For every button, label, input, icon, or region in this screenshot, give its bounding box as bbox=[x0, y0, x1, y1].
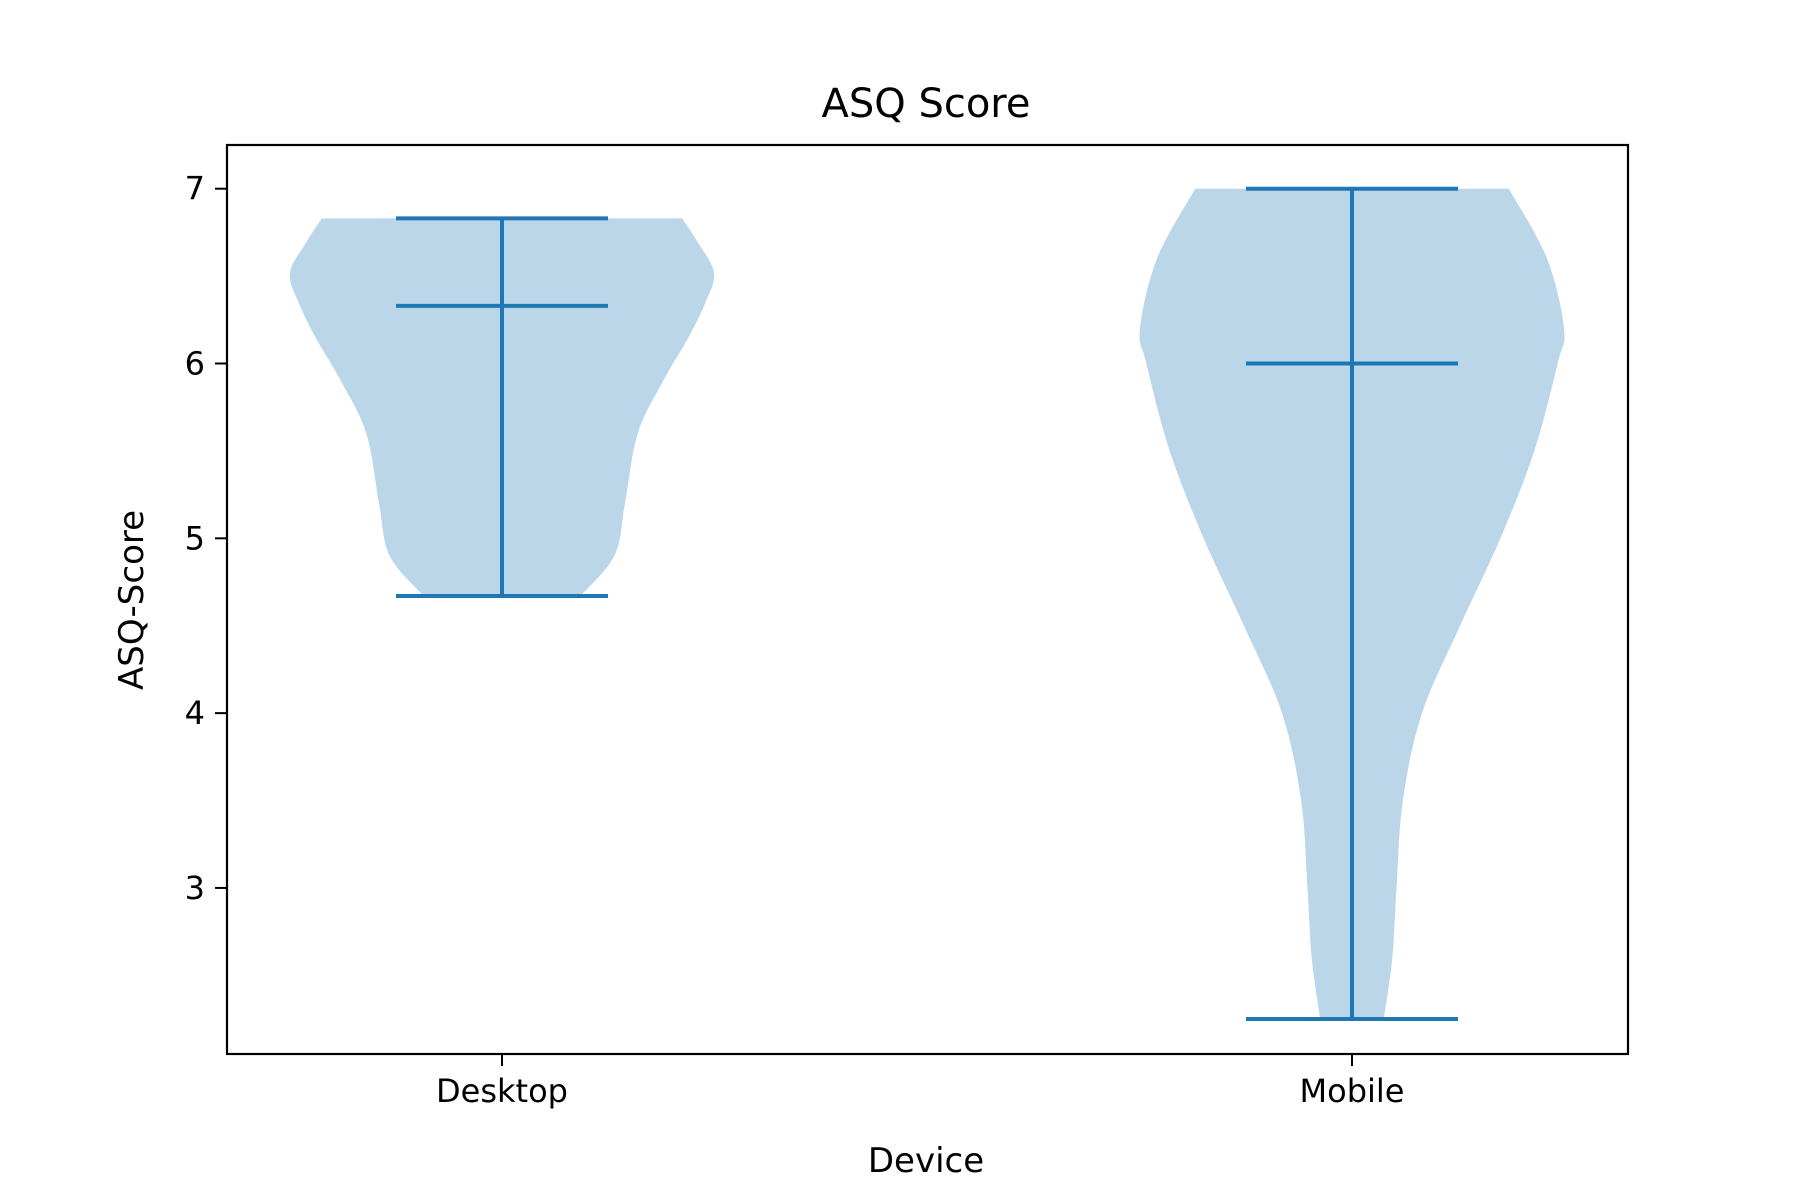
y-tick-label: 4 bbox=[185, 694, 205, 732]
y-axis-label: ASQ-Score bbox=[112, 510, 152, 690]
plot-area: 3 4 5 6 7 Desktop Mobile bbox=[185, 143, 1630, 1110]
y-tick-label: 3 bbox=[185, 869, 205, 907]
x-axis-label: Device bbox=[868, 1141, 984, 1181]
plot-frame bbox=[225, 143, 1630, 1056]
y-tick-label: 5 bbox=[185, 519, 205, 557]
x-tick-label: Desktop bbox=[436, 1072, 568, 1110]
chart-title: ASQ Score bbox=[822, 81, 1031, 127]
y-tick-label: 6 bbox=[185, 345, 205, 383]
x-tick-label: Mobile bbox=[1300, 1072, 1405, 1110]
y-tick-label: 7 bbox=[185, 170, 205, 208]
